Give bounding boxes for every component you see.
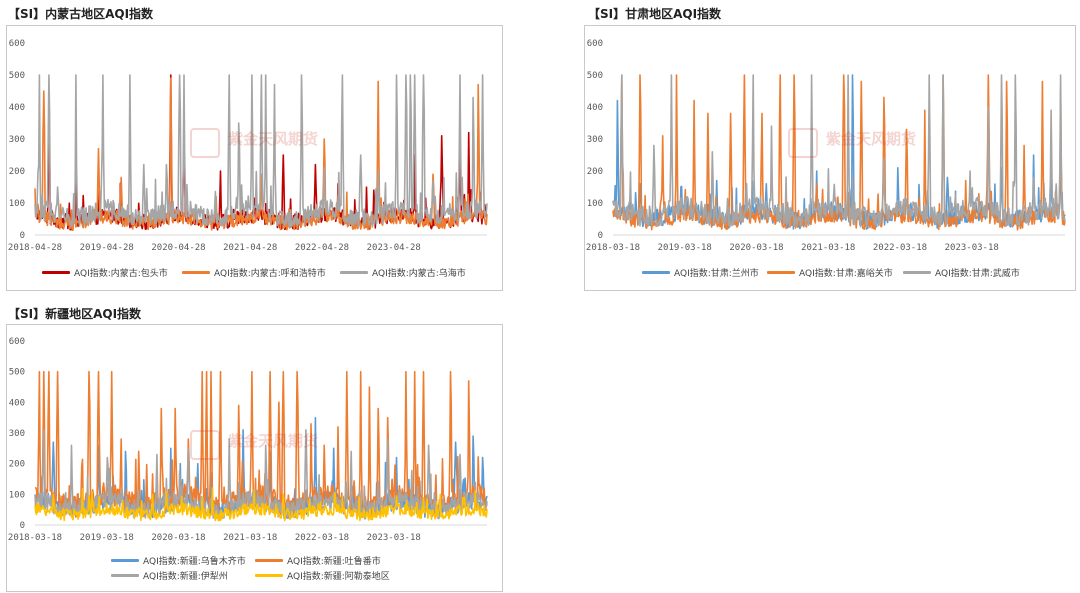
y-tick-label: 100 [587,199,603,209]
x-tick-label: 2018-03-18 [8,533,62,543]
legend-item: AQI指数:甘肃:武威市 [903,266,1020,279]
chart-title: 【SI】新疆地区AQI指数 [8,307,142,321]
x-tick-label: 2021-03-18 [223,533,277,543]
legend-label: AQI指数:内蒙古:包头市 [74,269,168,279]
legend-label: AQI指数:甘肃:嘉峪关市 [799,269,893,279]
watermark-seal [190,128,220,158]
series-line [612,74,1066,229]
y-tick-label: 300 [9,135,25,145]
legend-label: AQI指数:内蒙古:乌海市 [372,269,466,279]
y-tick-label: 100 [9,490,25,500]
y-tick-label: 400 [587,103,603,113]
x-tick-label: 2022-04-28 [295,243,349,253]
legend-item: AQI指数:内蒙古:呼和浩特市 [182,266,326,279]
legend-swatch [642,271,670,274]
legend-item: AQI指数:新疆:阿勒泰地区 [255,569,390,582]
legend-label: AQI指数:内蒙古:呼和浩特市 [214,269,326,279]
legend-swatch [255,574,283,577]
y-tick-label: 400 [9,398,25,408]
y-tick-label: 100 [9,199,25,209]
y-tick-label: 300 [9,429,25,439]
series-line [34,487,488,522]
x-tick-label: 2023-04-28 [367,243,421,253]
chart-legend: AQI指数:新疆:乌鲁木齐市 AQI指数:新疆:吐鲁番市 AQI指数:新疆:伊犁… [7,325,502,591]
x-tick-label: 2018-04-28 [8,243,62,253]
x-tick-label: 2020-04-28 [151,243,205,253]
y-tick-label: 200 [587,167,603,177]
legend-swatch [903,271,931,274]
legend-label: AQI指数:新疆:乌鲁木齐市 [143,557,246,567]
x-tick-label: 2019-03-18 [658,243,712,253]
x-tick-label: 2021-03-18 [801,243,855,253]
y-tick-label: 300 [587,135,603,145]
chart-title: 【SI】内蒙古地区AQI指数 [8,7,154,21]
legend-item: AQI指数:甘肃:嘉峪关市 [767,266,893,279]
x-tick-label: 2018-03-18 [586,243,640,253]
chart-frame: 0 100 200 300 400 500 600 2018-04-28 2019-04-28 2… [6,25,503,291]
legend-item: AQI指数:甘肃:兰州市 [642,266,759,279]
y-tick-label: 500 [9,368,25,378]
y-tick-label: 500 [9,71,25,81]
x-tick-label: 2021-04-28 [223,243,277,253]
watermark-seal [788,128,818,158]
series-line [34,77,488,231]
legend-swatch [111,574,139,577]
legend-item: AQI指数:新疆:吐鲁番市 [255,554,381,567]
legend-swatch [340,271,368,274]
x-tick-label: 2020-03-18 [151,533,205,543]
chart-legend: AQI指数:甘肃:兰州市 AQI指数:甘肃:嘉峪关市 AQI指数:甘肃:武威市 [585,26,1075,290]
legend-label: AQI指数:新疆:吐鲁番市 [287,557,381,567]
chart-frame: 0 100 200 300 400 500 600 2018-03-18 2019-03-18 2… [6,324,503,592]
legend-item: AQI指数:新疆:伊犁州 [111,569,228,582]
legend-label: AQI指数:新疆:阿勒泰地区 [287,572,390,582]
y-tick-label: 0 [598,231,603,241]
x-tick-label: 2020-03-18 [729,243,783,253]
chart-title: 【SI】甘肃地区AQI指数 [588,7,722,21]
chart-panel-xinjiang: 【SI】新疆地区AQI指数 0 100 200 300 400 500 600 2018-03… [0,300,505,593]
chart-panel-inner-mongolia: 【SI】内蒙古地区AQI指数 0 100 200 300 400 500 600 2018-0… [0,0,505,292]
legend-swatch [111,559,139,562]
chart-plot: 0 100 200 300 400 500 600 2018-03-18 2019-03-18 2… [8,337,488,543]
legend-label: AQI指数:甘肃:武威市 [935,269,1020,279]
legend-item: AQI指数:新疆:乌鲁木齐市 [111,554,246,567]
series-line [612,74,1066,231]
chart-legend: AQI指数:内蒙古:包头市 AQI指数:内蒙古:呼和浩特市 AQI指数:内蒙古:… [7,26,502,290]
y-tick-label: 600 [587,39,603,49]
y-tick-label: 200 [9,167,25,177]
chart-plot: 0 100 200 300 400 500 600 2018-03-18 2019-03-18 2… [586,39,1066,253]
legend-swatch [767,271,795,274]
y-tick-label: 500 [587,71,603,81]
y-tick-label: 600 [9,337,25,347]
x-tick-label: 2023-03-18 [367,533,421,543]
x-tick-label: 2019-03-18 [80,533,134,543]
x-tick-label: 2023-03-18 [945,243,999,253]
x-tick-label: 2022-03-18 [873,243,927,253]
legend-swatch [42,271,70,274]
y-tick-label: 400 [9,103,25,113]
series-line [34,74,488,229]
watermark-seal [190,430,220,460]
chart-frame: 0 100 200 300 400 500 600 2018-03-18 2019-03-18 2… [584,25,1076,291]
y-tick-label: 0 [20,231,25,241]
chart-plot: 0 100 200 300 400 500 600 2018-04-28 2019-04-28 2… [8,39,488,253]
legend-swatch [255,559,283,562]
chart-panel-gansu: 【SI】甘肃地区AQI指数 0 100 200 300 400 500 600 2018-03… [578,0,1080,292]
y-tick-label: 0 [20,521,25,531]
y-tick-label: 200 [9,460,25,470]
legend-label: AQI指数:甘肃:兰州市 [674,269,759,279]
legend-label: AQI指数:新疆:伊犁州 [143,572,228,582]
legend-swatch [182,271,210,274]
legend-item: AQI指数:内蒙古:包头市 [42,266,168,279]
y-tick-label: 600 [9,39,25,49]
legend-item: AQI指数:内蒙古:乌海市 [340,266,466,279]
x-tick-label: 2019-04-28 [80,243,134,253]
x-tick-label: 2022-03-18 [295,533,349,543]
